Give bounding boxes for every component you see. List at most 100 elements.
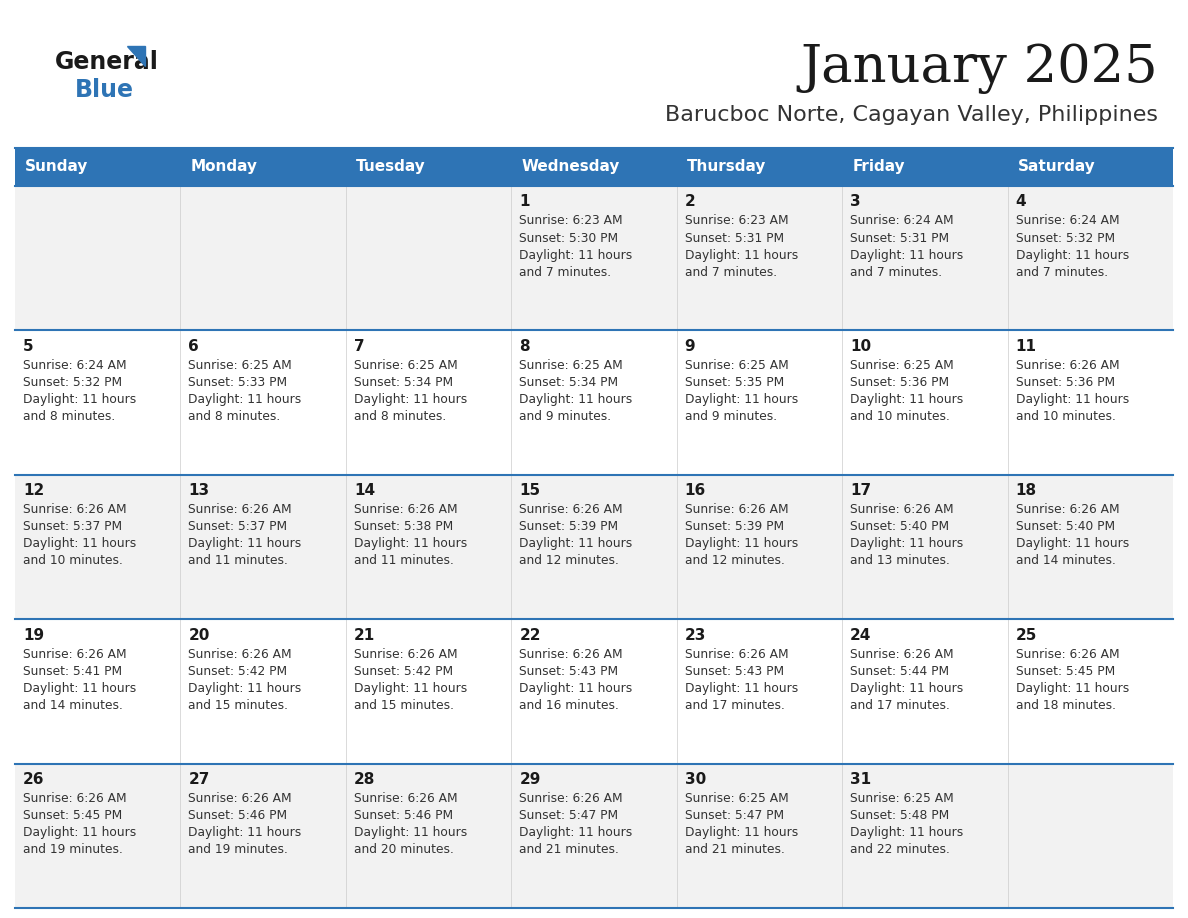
Text: Daylight: 11 hours: Daylight: 11 hours — [189, 826, 302, 839]
Text: Daylight: 11 hours: Daylight: 11 hours — [519, 393, 632, 406]
Text: Sunset: 5:37 PM: Sunset: 5:37 PM — [189, 521, 287, 533]
Text: Sunrise: 6:26 AM: Sunrise: 6:26 AM — [1016, 359, 1119, 372]
Text: Sunrise: 6:24 AM: Sunrise: 6:24 AM — [851, 215, 954, 228]
Text: 4: 4 — [1016, 195, 1026, 209]
Text: 6: 6 — [189, 339, 200, 354]
Text: and 19 minutes.: and 19 minutes. — [23, 843, 122, 856]
Text: Sunset: 5:46 PM: Sunset: 5:46 PM — [354, 809, 453, 823]
Bar — [15, 148, 1173, 186]
Text: and 11 minutes.: and 11 minutes. — [354, 554, 454, 567]
Text: and 20 minutes.: and 20 minutes. — [354, 843, 454, 856]
Text: Daylight: 11 hours: Daylight: 11 hours — [851, 249, 963, 262]
Text: Daylight: 11 hours: Daylight: 11 hours — [851, 537, 963, 550]
Text: and 17 minutes.: and 17 minutes. — [684, 699, 784, 711]
Text: Sunset: 5:42 PM: Sunset: 5:42 PM — [354, 665, 453, 677]
Text: Sunset: 5:39 PM: Sunset: 5:39 PM — [519, 521, 619, 533]
Text: Sunrise: 6:25 AM: Sunrise: 6:25 AM — [684, 359, 789, 372]
Text: 16: 16 — [684, 483, 706, 498]
Text: and 14 minutes.: and 14 minutes. — [1016, 554, 1116, 567]
Text: Barucboc Norte, Cagayan Valley, Philippines: Barucboc Norte, Cagayan Valley, Philippi… — [665, 105, 1158, 125]
Bar — [15, 186, 1173, 330]
Text: 31: 31 — [851, 772, 871, 787]
Text: Sunrise: 6:25 AM: Sunrise: 6:25 AM — [851, 359, 954, 372]
Text: Sunset: 5:46 PM: Sunset: 5:46 PM — [189, 809, 287, 823]
Text: Sunset: 5:41 PM: Sunset: 5:41 PM — [23, 665, 122, 677]
Text: Sunset: 5:32 PM: Sunset: 5:32 PM — [23, 375, 122, 389]
Text: Sunset: 5:48 PM: Sunset: 5:48 PM — [851, 809, 949, 823]
Text: 2: 2 — [684, 195, 695, 209]
Text: and 9 minutes.: and 9 minutes. — [519, 410, 612, 423]
Text: and 18 minutes.: and 18 minutes. — [1016, 699, 1116, 711]
Text: 3: 3 — [851, 195, 861, 209]
Text: Sunrise: 6:26 AM: Sunrise: 6:26 AM — [354, 503, 457, 516]
Text: and 13 minutes.: and 13 minutes. — [851, 554, 950, 567]
Text: Daylight: 11 hours: Daylight: 11 hours — [1016, 682, 1129, 695]
Text: Sunset: 5:30 PM: Sunset: 5:30 PM — [519, 231, 619, 244]
Text: Sunrise: 6:26 AM: Sunrise: 6:26 AM — [23, 503, 127, 516]
Text: and 14 minutes.: and 14 minutes. — [23, 699, 122, 711]
Text: Sunrise: 6:26 AM: Sunrise: 6:26 AM — [519, 503, 623, 516]
Text: and 15 minutes.: and 15 minutes. — [354, 699, 454, 711]
Text: Daylight: 11 hours: Daylight: 11 hours — [1016, 537, 1129, 550]
Text: Daylight: 11 hours: Daylight: 11 hours — [189, 682, 302, 695]
Text: Sunset: 5:36 PM: Sunset: 5:36 PM — [851, 375, 949, 389]
Text: and 19 minutes.: and 19 minutes. — [189, 843, 289, 856]
Text: and 8 minutes.: and 8 minutes. — [23, 410, 115, 423]
Text: Thursday: Thursday — [687, 160, 766, 174]
Text: 26: 26 — [23, 772, 44, 787]
Text: and 7 minutes.: and 7 minutes. — [851, 265, 942, 278]
Text: Sunset: 5:45 PM: Sunset: 5:45 PM — [1016, 665, 1114, 677]
Text: Sunset: 5:39 PM: Sunset: 5:39 PM — [684, 521, 784, 533]
Text: Daylight: 11 hours: Daylight: 11 hours — [519, 682, 632, 695]
Text: Sunset: 5:31 PM: Sunset: 5:31 PM — [684, 231, 784, 244]
Text: Daylight: 11 hours: Daylight: 11 hours — [23, 537, 137, 550]
Text: Sunrise: 6:26 AM: Sunrise: 6:26 AM — [189, 792, 292, 805]
Text: 14: 14 — [354, 483, 375, 498]
Text: Daylight: 11 hours: Daylight: 11 hours — [519, 249, 632, 262]
Text: Friday: Friday — [852, 160, 905, 174]
Text: Sunrise: 6:26 AM: Sunrise: 6:26 AM — [519, 792, 623, 805]
Text: Sunrise: 6:25 AM: Sunrise: 6:25 AM — [354, 359, 457, 372]
Text: Sunrise: 6:26 AM: Sunrise: 6:26 AM — [684, 503, 789, 516]
Text: Daylight: 11 hours: Daylight: 11 hours — [851, 393, 963, 406]
Text: Daylight: 11 hours: Daylight: 11 hours — [354, 682, 467, 695]
Text: Sunset: 5:31 PM: Sunset: 5:31 PM — [851, 231, 949, 244]
Text: Daylight: 11 hours: Daylight: 11 hours — [851, 682, 963, 695]
Text: and 7 minutes.: and 7 minutes. — [684, 265, 777, 278]
Text: Sunrise: 6:24 AM: Sunrise: 6:24 AM — [23, 359, 127, 372]
Text: Daylight: 11 hours: Daylight: 11 hours — [23, 682, 137, 695]
Text: Sunrise: 6:26 AM: Sunrise: 6:26 AM — [519, 648, 623, 661]
Bar — [15, 764, 1173, 908]
Text: Sunset: 5:47 PM: Sunset: 5:47 PM — [519, 809, 619, 823]
Text: and 15 minutes.: and 15 minutes. — [189, 699, 289, 711]
Text: Sunrise: 6:26 AM: Sunrise: 6:26 AM — [684, 648, 789, 661]
Text: Sunrise: 6:26 AM: Sunrise: 6:26 AM — [354, 792, 457, 805]
Text: January 2025: January 2025 — [801, 42, 1158, 94]
Bar — [15, 330, 1173, 475]
Text: Sunset: 5:37 PM: Sunset: 5:37 PM — [23, 521, 122, 533]
Text: Sunset: 5:44 PM: Sunset: 5:44 PM — [851, 665, 949, 677]
Text: Sunset: 5:32 PM: Sunset: 5:32 PM — [1016, 231, 1114, 244]
Text: and 10 minutes.: and 10 minutes. — [851, 410, 950, 423]
Text: 23: 23 — [684, 628, 706, 643]
Text: Sunrise: 6:26 AM: Sunrise: 6:26 AM — [1016, 503, 1119, 516]
Text: Daylight: 11 hours: Daylight: 11 hours — [684, 682, 798, 695]
Text: Sunrise: 6:26 AM: Sunrise: 6:26 AM — [189, 503, 292, 516]
Text: and 16 minutes.: and 16 minutes. — [519, 699, 619, 711]
Bar — [15, 620, 1173, 764]
Text: Daylight: 11 hours: Daylight: 11 hours — [354, 537, 467, 550]
Text: Daylight: 11 hours: Daylight: 11 hours — [189, 537, 302, 550]
Bar — [15, 475, 1173, 620]
Text: 28: 28 — [354, 772, 375, 787]
Text: Sunrise: 6:25 AM: Sunrise: 6:25 AM — [684, 792, 789, 805]
Text: Sunset: 5:38 PM: Sunset: 5:38 PM — [354, 521, 453, 533]
Text: 24: 24 — [851, 628, 872, 643]
Text: Daylight: 11 hours: Daylight: 11 hours — [684, 393, 798, 406]
Polygon shape — [127, 46, 145, 66]
Text: 20: 20 — [189, 628, 210, 643]
Text: Sunset: 5:34 PM: Sunset: 5:34 PM — [354, 375, 453, 389]
Text: Blue: Blue — [75, 78, 134, 102]
Text: Sunrise: 6:25 AM: Sunrise: 6:25 AM — [519, 359, 623, 372]
Text: 19: 19 — [23, 628, 44, 643]
Text: and 17 minutes.: and 17 minutes. — [851, 699, 950, 711]
